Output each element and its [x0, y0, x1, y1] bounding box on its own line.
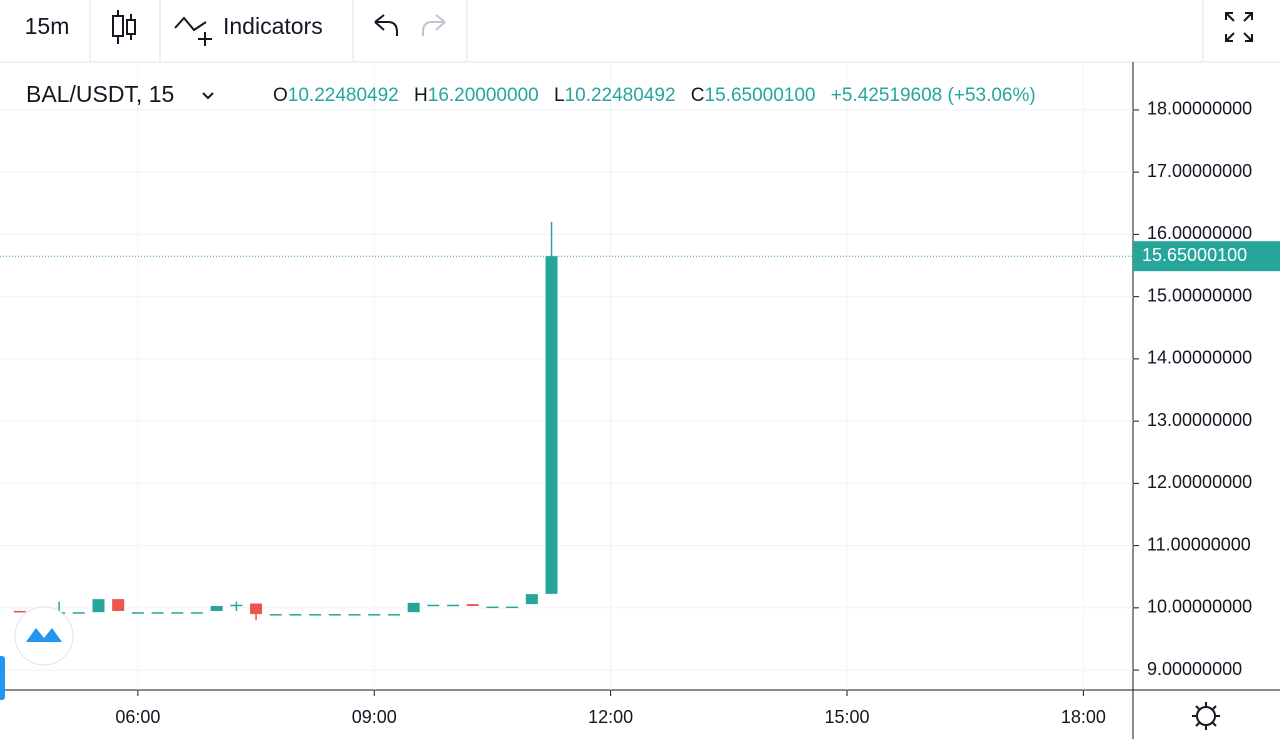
side-tab[interactable]	[0, 656, 5, 700]
x-tick-label: 09:00	[352, 707, 397, 727]
y-tick-label: 10.00000000	[1147, 597, 1252, 617]
candle-body	[407, 602, 420, 613]
last-price-tag	[1133, 241, 1280, 272]
close-label: C	[691, 85, 705, 106]
candle-body	[447, 604, 460, 607]
candle-body	[131, 612, 144, 614]
candle-body	[190, 612, 203, 614]
high-label: H	[414, 85, 428, 106]
chart-type-button[interactable]	[112, 10, 136, 44]
y-tick-label: 17.00000000	[1147, 161, 1252, 181]
settings-button[interactable]	[1192, 702, 1220, 730]
x-tick-label: 12:00	[588, 707, 633, 727]
candle-body	[92, 599, 105, 613]
candle-body	[13, 610, 26, 613]
indicators-button[interactable]: Indicators	[223, 13, 323, 39]
y-tick-label: 18.00000000	[1147, 99, 1252, 119]
last-price-label: 15.65000100	[1142, 245, 1247, 265]
y-tick-label: 14.00000000	[1147, 348, 1252, 368]
low-label: L	[554, 85, 565, 106]
open-label: O	[273, 85, 288, 106]
fullscreen-button[interactable]	[1225, 12, 1253, 42]
candle-body	[486, 606, 499, 609]
candle-body	[289, 614, 302, 616]
undo-button[interactable]	[374, 14, 398, 36]
candle-body	[348, 614, 361, 616]
candle-body	[387, 614, 400, 616]
x-tick-label: 15:00	[824, 707, 869, 727]
y-tick-label: 16.00000000	[1147, 223, 1252, 243]
high-value: 16.20000000	[428, 85, 539, 106]
change-value: +5.42519608 (+53.06%)	[831, 85, 1036, 106]
low-value: 10.22480492	[565, 85, 676, 106]
symbol[interactable]: BAL/USDT, 15	[26, 81, 174, 107]
candle-body	[210, 605, 223, 611]
candle-body	[151, 612, 164, 614]
candle-body	[112, 599, 125, 611]
y-tick-label: 15.00000000	[1147, 285, 1252, 305]
open-value: 10.22480492	[288, 85, 399, 106]
y-tick-label: 13.00000000	[1147, 410, 1252, 430]
close-value: 15.65000100	[705, 85, 816, 106]
candle-body	[506, 606, 519, 609]
y-tick-label: 12.00000000	[1147, 472, 1252, 492]
candle-body	[427, 604, 440, 607]
candle-body	[171, 612, 184, 614]
indicators-icon[interactable]	[174, 16, 212, 46]
candle-body	[525, 594, 538, 605]
toolbar	[0, 0, 1280, 62]
plot-area: 9.00000000 10.00000000 11.00000000 12.00000…	[0, 62, 1252, 727]
candle-body	[328, 614, 341, 616]
candle-body	[230, 604, 243, 607]
logo-icon	[26, 628, 62, 642]
y-tick-label: 11.00000000	[1147, 534, 1251, 554]
candle-body	[269, 614, 282, 616]
candle-body	[368, 614, 381, 616]
logo-button[interactable]	[14, 606, 74, 666]
x-tick-label: 18:00	[1061, 707, 1106, 727]
symbol-dropdown[interactable]	[202, 92, 214, 100]
toolbar-separators	[89, 0, 1204, 62]
candle-body	[309, 614, 322, 616]
interval-button[interactable]: 15m	[25, 13, 70, 39]
x-tick-label: 06:00	[115, 707, 160, 727]
candle-body	[545, 256, 558, 594]
redo-button[interactable]	[422, 14, 446, 36]
candle-body	[250, 603, 263, 615]
candle-body	[466, 604, 479, 606]
y-tick-label: 9.00000000	[1147, 659, 1242, 679]
ohlc-legend: O10.22480492 H16.20000000 L10.22480492 C…	[273, 85, 1036, 106]
candle-body	[72, 612, 85, 614]
